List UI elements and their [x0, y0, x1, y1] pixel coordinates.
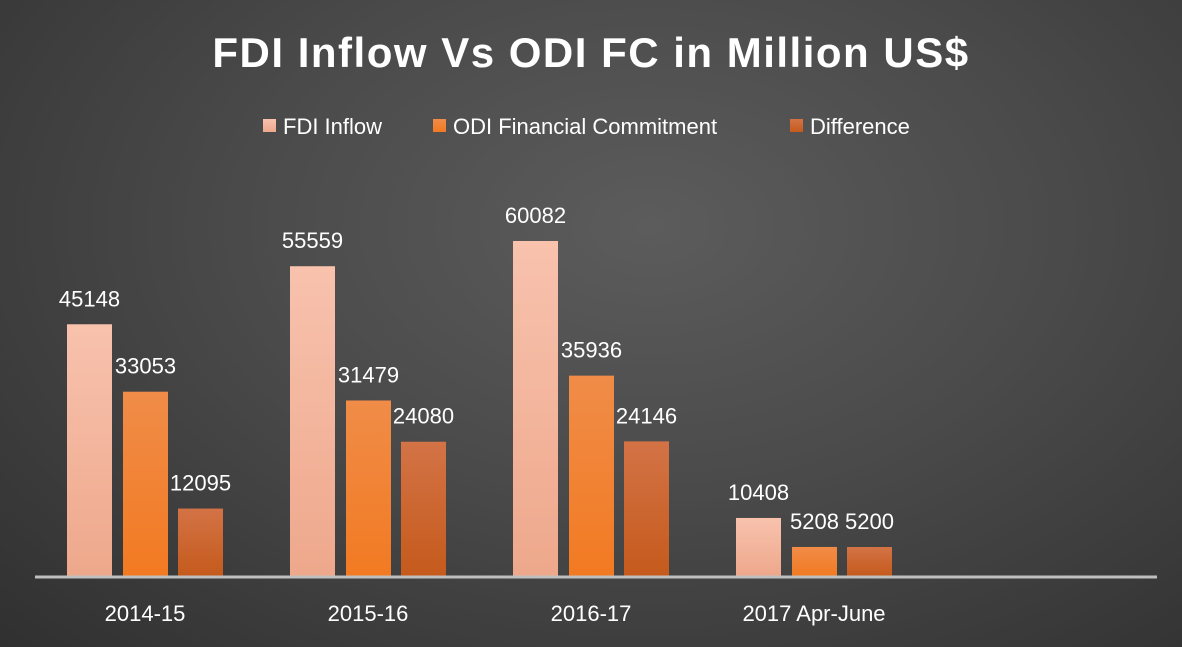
- legend-swatch-difference: [790, 119, 803, 132]
- data-label-difference-2016-17: 24146: [616, 403, 677, 428]
- legend: FDI Inflow ODI Financial Commitment Diff…: [263, 114, 910, 139]
- legend-label-odi-financial-commitment: ODI Financial Commitment: [453, 114, 717, 139]
- legend-swatch-fdi-inflow: [263, 119, 276, 132]
- bar-difference-2014-15: [178, 508, 223, 576]
- bars-group: [67, 241, 892, 576]
- bar-fdi-inflow-2014-15: [67, 324, 112, 576]
- data-labels-group: 45148 33053 12095 55559 31479 24080 60082 35936…: [59, 203, 894, 534]
- bar-odi-financial-commitment-2014-15: [123, 391, 168, 576]
- x-tick-label-2016-17: 2016-17: [551, 601, 632, 626]
- data-label-odi-financial-commitment-2014-15: 33053: [115, 354, 176, 379]
- legend-label-difference: Difference: [810, 114, 910, 139]
- data-label-fdi-inflow-2017-apr-june: 10408: [728, 480, 789, 505]
- data-label-fdi-inflow-2016-17: 60082: [505, 203, 566, 228]
- data-label-difference-2015-16: 24080: [393, 404, 454, 429]
- data-label-odi-financial-commitment-2017-apr-june: 5208: [790, 509, 839, 534]
- data-label-difference-2014-15: 12095: [170, 471, 231, 496]
- data-label-fdi-inflow-2014-15: 45148: [59, 286, 120, 311]
- x-tick-label-2015-16: 2015-16: [328, 601, 409, 626]
- bar-odi-financial-commitment-2016-17: [569, 375, 614, 576]
- legend-swatch-odi-financial-commitment: [433, 119, 446, 132]
- data-label-odi-financial-commitment-2016-17: 35936: [561, 338, 622, 363]
- bar-fdi-inflow-2016-17: [513, 241, 558, 576]
- x-axis-tick-labels: 2014-15 2015-16 2016-17 2017 Apr-June: [105, 601, 886, 626]
- x-tick-label-2017-apr-june: 2017 Apr-June: [742, 601, 885, 626]
- x-tick-label-2014-15: 2014-15: [105, 601, 186, 626]
- bar-fdi-inflow-2015-16: [290, 266, 335, 576]
- data-label-odi-financial-commitment-2015-16: 31479: [338, 362, 399, 387]
- bar-difference-2017-apr-june: [847, 547, 892, 576]
- data-label-fdi-inflow-2015-16: 55559: [282, 228, 343, 253]
- data-label-difference-2017-apr-june: 5200: [845, 509, 894, 534]
- bar-fdi-inflow-2017-apr-june: [736, 517, 781, 576]
- bar-odi-financial-commitment-2017-apr-june: [792, 546, 837, 576]
- chart-title: FDI Inflow Vs ODI FC in Million US$: [212, 29, 969, 76]
- bar-difference-2015-16: [401, 441, 446, 576]
- legend-label-fdi-inflow: FDI Inflow: [283, 114, 382, 139]
- bar-odi-financial-commitment-2015-16: [346, 400, 391, 576]
- bar-difference-2016-17: [624, 441, 669, 576]
